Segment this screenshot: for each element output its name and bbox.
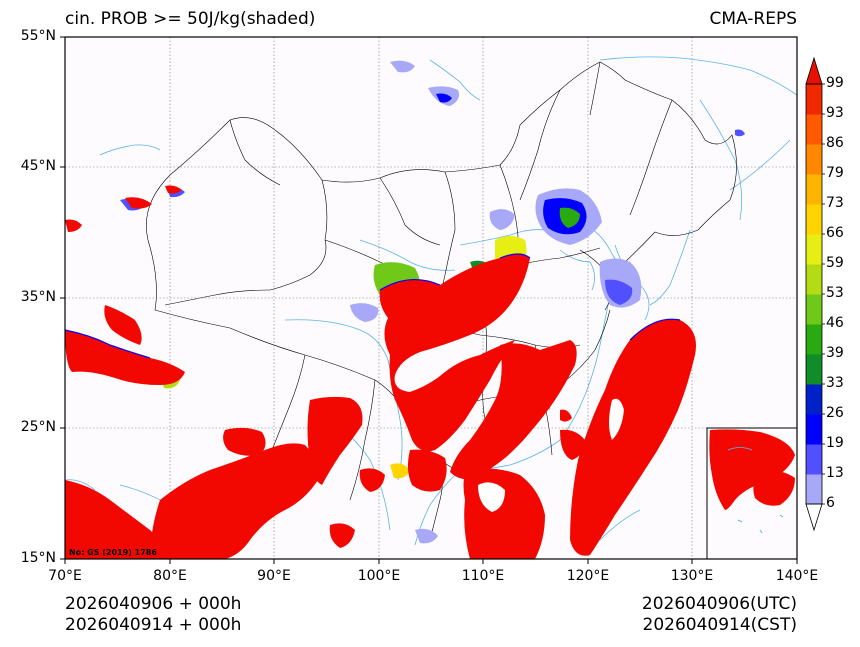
colorbar-tick-label: 59 bbox=[826, 255, 844, 271]
map-approval-stamp: No: GS (2019) 1786 bbox=[69, 548, 157, 557]
lat-label: 35°N bbox=[20, 289, 56, 305]
forecast-init-utc: 2026040906 + 000h bbox=[65, 594, 242, 614]
lon-label: 90°E bbox=[257, 568, 291, 584]
colorbar-tick-label: 86 bbox=[826, 135, 844, 151]
valid-time-utc: 2026040906(UTC) bbox=[641, 594, 797, 614]
colorbar-tick-label: 73 bbox=[826, 195, 844, 211]
colorbar-tick-label: 6 bbox=[826, 495, 835, 511]
colorbar-tick-label: 19 bbox=[826, 435, 844, 451]
lon-label: 140°E bbox=[775, 568, 819, 584]
lon-label: 80°E bbox=[153, 568, 187, 584]
lon-label: 130°E bbox=[670, 568, 714, 584]
lat-label: 55°N bbox=[20, 28, 56, 44]
lat-label: 25°N bbox=[20, 419, 56, 435]
probability-contour-edges bbox=[65, 253, 681, 359]
valid-time-cst: 2026040914(CST) bbox=[642, 615, 797, 635]
colorbar-tick-label: 13 bbox=[826, 465, 844, 481]
colorbar-tick-label: 93 bbox=[826, 105, 844, 121]
colorbar-tick-label: 26 bbox=[826, 405, 844, 421]
colorbar-tick-label: 53 bbox=[826, 285, 844, 301]
model-name: CMA-REPS bbox=[709, 9, 797, 29]
lon-label: 110°E bbox=[461, 568, 505, 584]
colorbar-tick-label: 33 bbox=[826, 375, 844, 391]
colorbar-tick-label: 99 bbox=[826, 75, 844, 91]
lon-label: 70°E bbox=[48, 568, 82, 584]
chart-title: cin. PROB >= 50J/kg(shaded) bbox=[65, 9, 316, 29]
low-probability-holes bbox=[478, 398, 624, 512]
colorbar-tick-label: 46 bbox=[826, 315, 844, 331]
lat-label: 45°N bbox=[20, 158, 56, 174]
boundary-layer bbox=[146, 61, 737, 541]
colorbar-tick-label: 66 bbox=[826, 225, 844, 241]
lon-label: 100°E bbox=[357, 568, 401, 584]
forecast-init-block: 2026040906 + 000h 2026040914 + 000h bbox=[65, 594, 241, 636]
inset-map bbox=[706, 427, 798, 560]
lat-label: 15°N bbox=[20, 550, 56, 566]
axis-ticks bbox=[60, 36, 798, 564]
valid-time-block: 2026040906(UTC) 2026040914(CST) bbox=[642, 594, 797, 636]
forecast-init-cst: 2026040914 + 000h bbox=[65, 615, 242, 635]
colorbar-tick-label: 79 bbox=[826, 165, 844, 181]
lon-label: 120°E bbox=[566, 568, 610, 584]
colorbar-tick-label: 39 bbox=[826, 345, 844, 361]
